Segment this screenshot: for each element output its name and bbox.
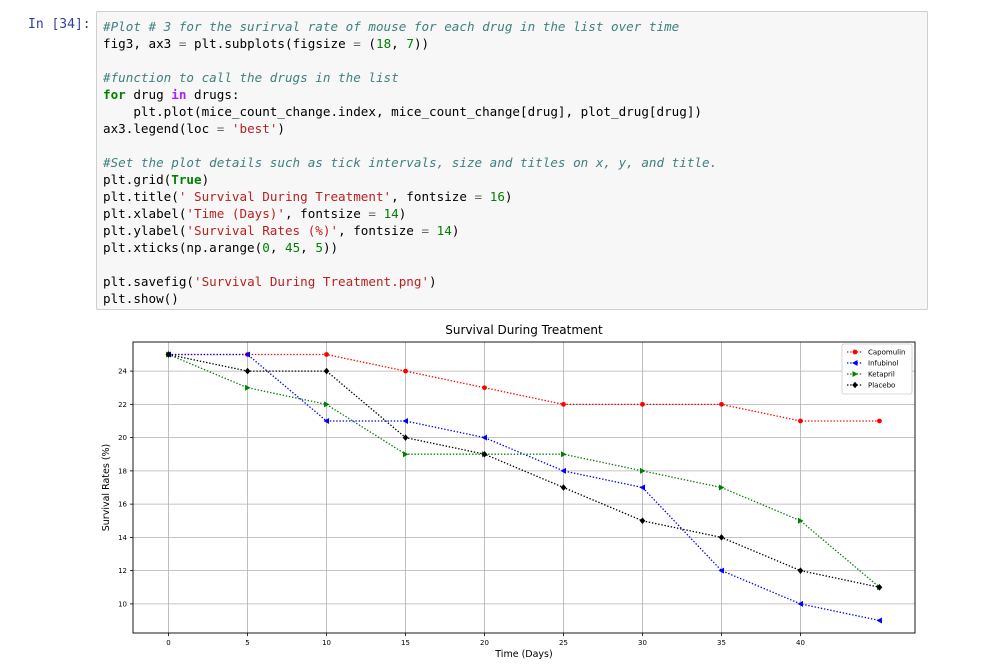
- x-tick-label: 35: [717, 639, 726, 647]
- data-point: [718, 484, 725, 491]
- data-point: [324, 401, 330, 408]
- code-line: plt.xlabel('Time (Days)', fontsize = 14): [103, 206, 407, 221]
- y-tick-label: 16: [118, 501, 127, 509]
- legend-marker: [852, 349, 858, 355]
- chart-title: Survival During Treatment: [445, 323, 603, 337]
- data-point: [245, 384, 251, 391]
- y-tick-label: 10: [118, 600, 127, 608]
- cell-prompt: In [34]:: [28, 17, 91, 32]
- x-tick-label: 30: [638, 639, 647, 647]
- y-tick-label: 18: [118, 467, 127, 475]
- code-line: [103, 137, 717, 154]
- data-point: [403, 451, 409, 458]
- x-axis-label: Time (Days): [494, 649, 552, 660]
- data-point: [402, 417, 409, 424]
- legend-label: Placebo: [868, 382, 895, 390]
- series-line-capomulin: [168, 353, 880, 422]
- legend-marker: [852, 381, 858, 389]
- y-tick-label: 12: [118, 567, 127, 575]
- data-point: [560, 451, 567, 458]
- data-point: [481, 450, 488, 458]
- data-point: [876, 583, 883, 591]
- data-point: [876, 617, 882, 624]
- y-tick-label: 24: [118, 368, 127, 376]
- data-point: [560, 467, 566, 474]
- legend-box: [841, 343, 913, 395]
- data-point: [640, 401, 645, 407]
- code-line: plt.title(' Survival During Treatment', …: [103, 189, 513, 204]
- data-point: [561, 401, 566, 407]
- x-tick-label: 10: [322, 639, 331, 647]
- data-point: [323, 367, 330, 375]
- data-point: [639, 484, 645, 491]
- y-tick-label: 20: [118, 434, 127, 442]
- data-point: [403, 368, 408, 374]
- code-line: plt.grid(True): [103, 172, 210, 187]
- data-point: [797, 600, 803, 607]
- y-tick-label: 14: [118, 534, 127, 542]
- data-point: [323, 417, 330, 424]
- legend-label: Ketapril: [868, 371, 895, 379]
- x-tick-label: 5: [245, 639, 249, 647]
- code-line: [103, 52, 717, 69]
- code-line: for drug in drugs:: [103, 87, 240, 102]
- code-line: plt.show(): [103, 291, 179, 306]
- y-tick-label: 22: [118, 401, 127, 409]
- plot-area: [133, 342, 915, 633]
- plot-frame: [132, 341, 916, 634]
- code-line: #function to call the drugs in the list: [103, 70, 399, 85]
- data-point: [718, 534, 725, 541]
- y-axis-label: Survival Rates (%): [101, 444, 112, 532]
- x-tick-label: 40: [796, 639, 805, 647]
- data-point: [402, 434, 409, 441]
- x-tick-label: 15: [401, 639, 410, 647]
- code-editor[interactable]: #Plot # 3 for the surirval rate of mouse…: [103, 18, 717, 307]
- data-point: [718, 567, 724, 574]
- code-line: plt.ylabel('Survival Rates (%)', fontsiz…: [103, 223, 460, 238]
- code-line: plt.xticks(np.arange(0, 45, 5)): [103, 240, 339, 255]
- data-point: [639, 517, 646, 525]
- x-tick-label: 0: [166, 639, 170, 647]
- code-line: plt.savefig('Survival During Treatment.p…: [103, 274, 437, 289]
- x-tick-label: 25: [559, 639, 568, 647]
- data-point: [719, 401, 724, 407]
- cell-output: 0 5 10 15 20 25 30 35 40 10 12 14 16 18 20 22 24 Survival…: [96, 318, 934, 668]
- legend-marker: [852, 360, 858, 366]
- legend-marker: [852, 371, 858, 377]
- data-point: [244, 351, 251, 358]
- data-point: [481, 434, 488, 441]
- data-point: [482, 385, 487, 391]
- data-point: [797, 517, 804, 524]
- legend-label: Capomulin: [868, 349, 906, 357]
- code-line: plt.plot(mice_count_change.index, mice_c…: [103, 104, 702, 119]
- data-point: [797, 567, 804, 574]
- data-point: [877, 418, 882, 424]
- series-line-ketapril: [168, 353, 880, 588]
- code-line: ax3.legend(loc = 'best'): [103, 121, 286, 136]
- data-point: [560, 484, 567, 491]
- data-point: [798, 418, 803, 424]
- data-point: [244, 367, 251, 375]
- legend-label: Infubinol: [868, 360, 899, 368]
- data-point: [639, 467, 646, 474]
- code-cell-input[interactable]: #Plot # 3 for the surirval rate of mouse…: [96, 11, 928, 310]
- code-line: #Plot # 3 for the surirval rate of mouse…: [103, 19, 680, 34]
- code-line: fig3, ax3 = plt.subplots(figsize = (18, …: [103, 36, 430, 51]
- survival-chart: 0 5 10 15 20 25 30 35 40 10 12 14 16 18 20 22 24 Survival…: [101, 323, 916, 660]
- code-line: #Set the plot details such as tick inter…: [103, 155, 718, 170]
- data-point: [324, 352, 329, 357]
- x-tick-label: 20: [480, 639, 489, 647]
- code-line: [103, 256, 717, 273]
